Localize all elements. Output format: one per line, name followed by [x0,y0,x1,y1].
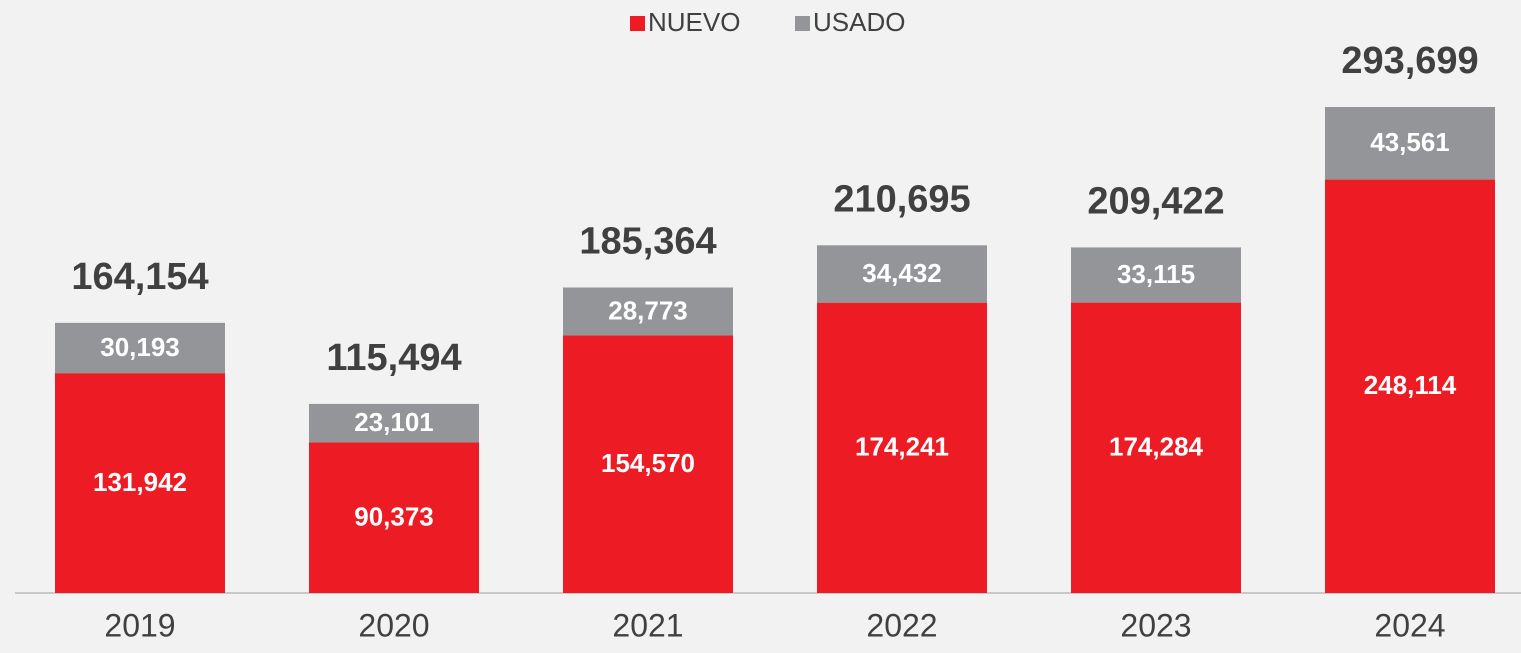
bar-segment [563,335,733,593]
bar-segment [563,287,733,336]
bar-segment [309,403,479,443]
total-label: 210,695 [833,178,970,220]
legend-swatch [630,16,645,31]
bar-segment [817,302,987,593]
data-label: 30,193 [100,332,180,362]
data-label: 33,115 [1117,259,1195,289]
x-tick-label: 2019 [104,607,175,643]
legend-label: NUEVO [648,7,740,37]
total-label: 185,364 [579,221,716,263]
bar-segment [1325,107,1495,180]
data-label: 34,432 [862,258,942,288]
data-label: 154,570 [601,448,695,478]
legend-swatch [795,16,810,31]
x-tick-label: 2023 [1120,607,1191,643]
bar-segment [309,442,479,593]
total-label: 293,699 [1341,40,1478,82]
bar-segment [1325,179,1495,593]
data-label: 131,942 [93,467,187,497]
data-label: 248,114 [1364,370,1457,400]
x-tick-label: 2021 [612,607,683,643]
total-label: 115,494 [326,337,461,379]
bar-segment [1071,247,1241,303]
data-label: 174,241 [855,432,949,462]
data-label: 90,373 [354,502,434,532]
x-tick-label: 2024 [1374,607,1445,643]
x-tick-label: 2020 [358,607,429,643]
total-label: 164,154 [71,256,208,298]
bar-segment [55,373,225,593]
bar-segment [817,245,987,303]
x-tick-label: 2022 [866,607,937,643]
data-label: 174,284 [1109,432,1204,462]
bar-segment [1071,302,1241,593]
data-label: 28,773 [608,295,688,325]
data-label: 23,101 [354,407,434,437]
bar-segment [55,322,225,374]
total-label: 209,422 [1087,180,1224,222]
data-label: 43,561 [1370,127,1450,157]
legend-label: USADO [813,7,905,37]
